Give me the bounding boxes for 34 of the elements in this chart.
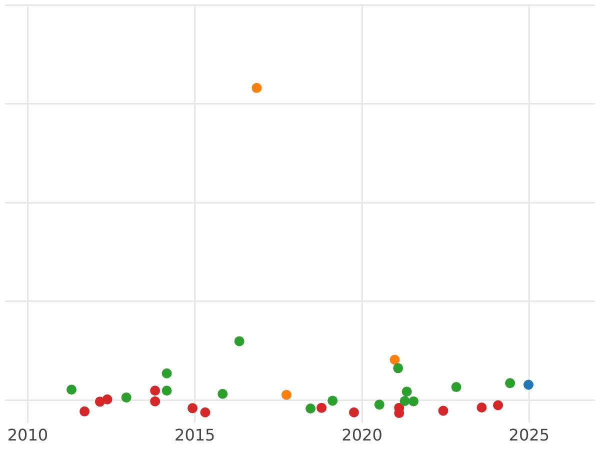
point — [402, 386, 412, 397]
x-tick-label: 2025 — [508, 426, 550, 445]
point — [438, 406, 448, 416]
point — [150, 386, 160, 396]
point — [150, 396, 160, 406]
point — [400, 396, 410, 406]
point — [200, 407, 210, 418]
point — [66, 384, 77, 395]
point — [234, 336, 244, 346]
point — [348, 407, 359, 418]
x-tick-label: 2015 — [174, 426, 216, 445]
point — [493, 400, 504, 410]
point — [523, 380, 534, 390]
point — [218, 388, 228, 399]
point — [476, 402, 487, 413]
point — [505, 378, 516, 388]
point — [162, 386, 172, 396]
point — [328, 396, 338, 406]
point — [102, 394, 112, 404]
point — [121, 392, 132, 402]
x-tick-label: 2010 — [7, 426, 48, 445]
point — [316, 402, 327, 413]
point — [281, 390, 292, 400]
point — [252, 82, 262, 93]
point — [390, 354, 400, 365]
point — [408, 396, 418, 406]
point — [162, 368, 172, 378]
point — [188, 403, 198, 414]
point — [451, 382, 462, 392]
point — [393, 363, 404, 374]
x-tick-label: 2020 — [342, 426, 382, 445]
point — [374, 400, 384, 410]
point — [80, 406, 90, 416]
point — [306, 403, 316, 414]
